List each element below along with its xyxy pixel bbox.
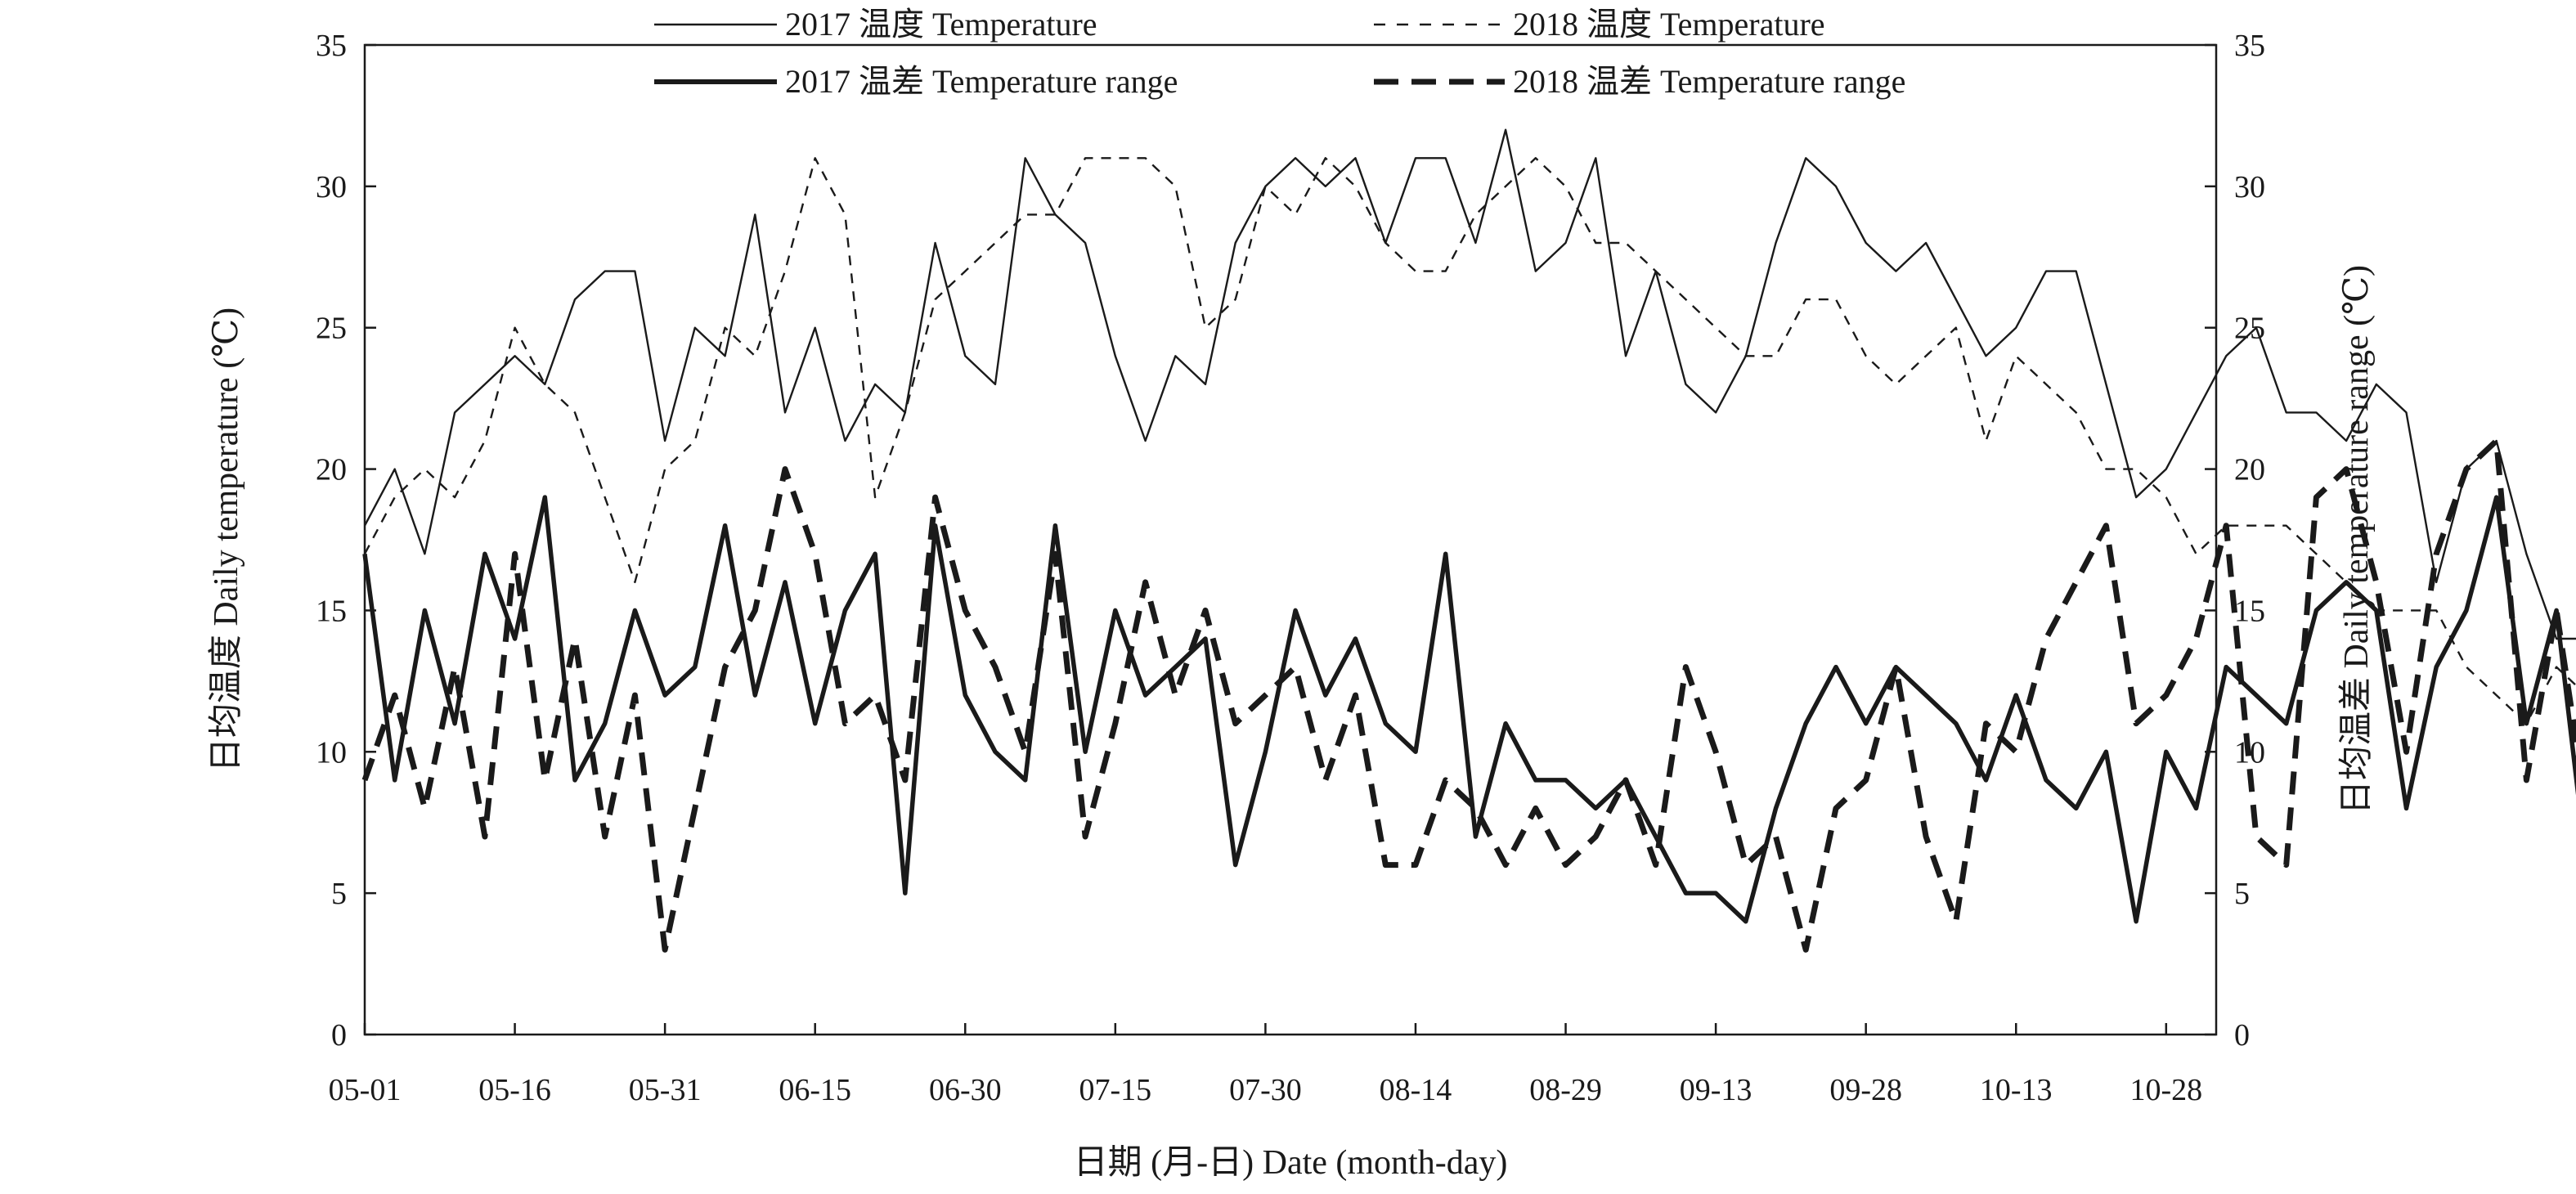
x-tick-label-06-30: 06-30 (929, 1073, 1002, 1107)
y-tick-label-right-0: 0 (2234, 1018, 2250, 1053)
x-axis-label: 日期 (月-日) Date (month-day) (1074, 1144, 1508, 1182)
x-tick-label-10-28: 10-28 (2129, 1073, 2202, 1107)
x-tick-label-07-30: 07-30 (1229, 1073, 1302, 1107)
y-tick-label-right-35: 35 (2234, 29, 2265, 63)
y-tick-label-right-20: 20 (2234, 453, 2265, 487)
legend: 2017 温度 Temperature 2018 温度 Temperature … (654, 6, 1905, 100)
x-tick-label-09-28: 09-28 (1829, 1073, 1902, 1107)
y-tick-label-left-15: 15 (316, 594, 347, 628)
series-line-range-2017 (362, 495, 2576, 924)
plot-frame (363, 43, 2218, 1036)
x-tick-label-05-31: 05-31 (629, 1073, 702, 1107)
legend-label-2017-temperature-range: 2017 温差 Temperature range (785, 63, 1178, 100)
series-line-range-2018 (361, 438, 2576, 953)
legend-label-2017-temperature: 2017 温度 Temperature (785, 6, 1097, 43)
x-tick-label-07-15: 07-15 (1079, 1073, 1152, 1107)
y-tick-label-left-25: 25 (316, 312, 347, 346)
legend-label-2018-temperature: 2018 温度 Temperature (1513, 6, 1825, 43)
x-tick-label-05-01: 05-01 (329, 1073, 402, 1107)
y-tick-label-left-5: 5 (331, 877, 347, 911)
y-tick-label-left-20: 20 (316, 453, 347, 487)
series-line-temp-2018 (363, 157, 2576, 725)
y-tick-label-right-15: 15 (2234, 594, 2265, 628)
x-tick-label-08-29: 08-29 (1529, 1073, 1602, 1107)
y-tick-label-left-0: 0 (331, 1018, 347, 1053)
x-tick-label-10-13: 10-13 (1980, 1073, 2053, 1107)
series-layer (361, 128, 2576, 953)
y-tick-label-right-5: 5 (2234, 877, 2250, 911)
y-axis-left-label: 日均温度 Daily temperature (℃) (208, 307, 245, 772)
y-axis-right-label: 日均温差 Daily temperature range (℃) (2338, 265, 2376, 815)
y-tick-label-left-10: 10 (316, 735, 347, 770)
x-tick-label-05-16: 05-16 (478, 1073, 551, 1107)
legend-label-2018-temperature-range: 2018 温差 Temperature range (1513, 63, 1905, 100)
x-tick-label-09-13: 09-13 (1680, 1073, 1752, 1107)
x-tick-label-08-14: 08-14 (1380, 1073, 1452, 1107)
y-tick-label-right-30: 30 (2234, 170, 2265, 204)
x-tick-label-06-15: 06-15 (779, 1073, 851, 1107)
series-line-temp-2017 (363, 128, 2576, 640)
y-tick-label-left-35: 35 (316, 29, 347, 63)
y-tick-label-left-30: 30 (316, 170, 347, 204)
